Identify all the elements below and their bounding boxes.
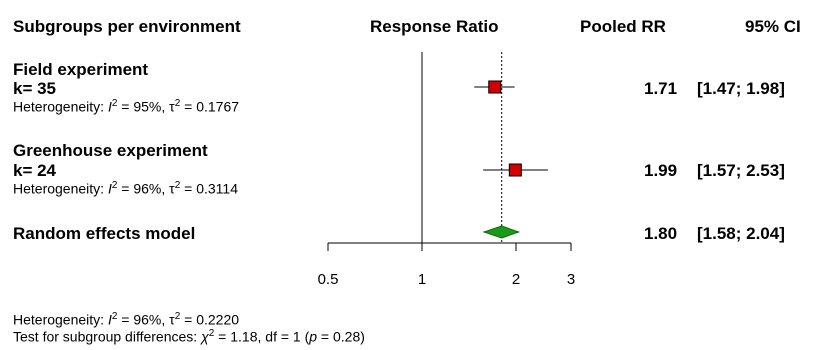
pooled-diamond [482, 225, 521, 239]
group-k-field: k= 35 [13, 79, 57, 98]
header-pooled-rr: Pooled RR [580, 17, 666, 36]
header-subgroups: Subgroups per environment [13, 17, 241, 36]
overall-pooled-value: 1.80 [644, 224, 678, 243]
group-heterogeneity-greenhouse: Heterogeneity: I2 = 96%, τ2 = 0.3114 [13, 180, 239, 197]
footer-heterogeneity: Heterogeneity: I2 = 96%, τ2 = 0.2220 [13, 311, 240, 328]
header-ci: 95% CI [745, 17, 801, 36]
overall-ci-value: [1.58; 2.04] [697, 224, 785, 243]
group-heterogeneity-field: Heterogeneity: I2 = 95%, τ2 = 0.1767 [13, 98, 240, 115]
estimate-square [488, 80, 502, 94]
group-title-greenhouse: Greenhouse experiment [13, 141, 208, 160]
x-tick-label: 2 [512, 271, 520, 288]
x-tick-label: 0.5 [318, 271, 339, 288]
pooled-value-greenhouse: 1.99 [644, 161, 678, 180]
group-title-field: Field experiment [13, 60, 149, 79]
x-tick-label: 1 [418, 271, 426, 288]
ci-value-field: [1.47; 1.98] [697, 79, 785, 98]
overall-title: Random effects model [13, 224, 196, 243]
header-response-ratio: Response Ratio [370, 17, 499, 36]
pooled-value-field: 1.71 [644, 79, 678, 98]
group-k-greenhouse: k= 24 [13, 161, 57, 180]
footer-subgroup-test: Test for subgroup differences: χ2 = 1.18… [13, 328, 365, 345]
estimate-square [508, 163, 522, 177]
x-tick-label: 3 [567, 271, 575, 288]
ci-value-greenhouse: [1.57; 2.53] [697, 161, 785, 180]
